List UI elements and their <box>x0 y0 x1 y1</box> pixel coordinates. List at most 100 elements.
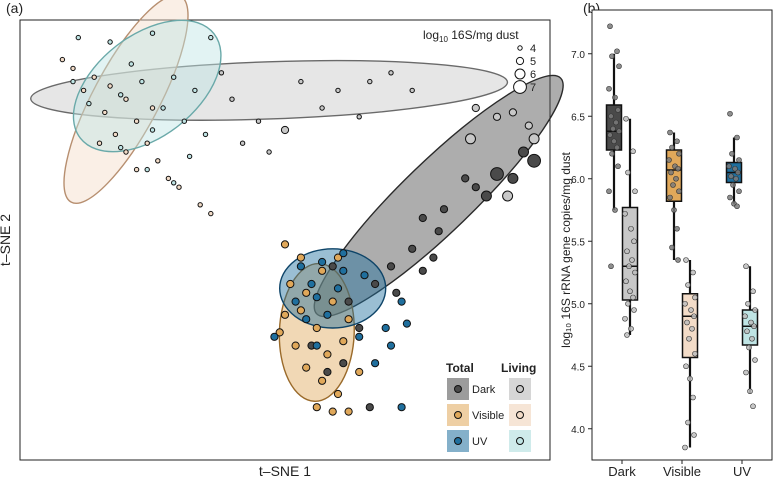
point-dark-total-2 <box>490 167 504 181</box>
box-point-dark-total-8 <box>613 119 619 126</box>
point-uv-total-13 <box>339 249 348 258</box>
box-point-dark-total-5 <box>612 94 618 101</box>
size-legend-marker-5 <box>515 56 525 66</box>
point-visible-living-2 <box>91 74 97 80</box>
box-point-dark-total-14 <box>609 150 615 157</box>
point-dark-total-22 <box>344 297 353 306</box>
point-dark-living-15 <box>367 78 373 85</box>
y-tick-label-0: 4.0 <box>571 425 585 436</box>
box-point-dark-living-9 <box>626 263 632 270</box>
box-point-uv-living-2 <box>745 300 751 307</box>
point-dark-living-12 <box>266 149 272 155</box>
box-point-visible-total-4 <box>666 157 672 163</box>
point-visible-total-14 <box>318 376 327 385</box>
point-uv-total-2 <box>339 266 348 275</box>
box-point-dark-total-4 <box>606 85 612 92</box>
x-axis-label: t–SNE 1 <box>259 463 311 479</box>
point-dark-total-16 <box>355 323 364 333</box>
point-dark-living-11 <box>239 140 246 146</box>
box-point-visible-living-14 <box>685 419 691 426</box>
box-point-visible-total-15 <box>675 257 681 263</box>
box-point-visible-total-14 <box>669 244 675 251</box>
box-point-dark-living-5 <box>628 225 634 232</box>
point-uv-total-15 <box>397 297 406 306</box>
box-point-visible-living-9 <box>686 335 692 342</box>
point-dark-total-19 <box>323 367 332 377</box>
point-visible-total-11 <box>339 337 348 346</box>
box-point-uv-total-4 <box>726 163 732 170</box>
box-point-dark-living-16 <box>622 315 628 322</box>
box-point-visible-total-1 <box>674 138 680 145</box>
point-dark-total-4 <box>471 183 480 192</box>
size-legend-label-7: 7 <box>530 82 536 94</box>
point-uv-total-1 <box>318 257 327 267</box>
box-point-dark-total-12 <box>611 138 617 145</box>
point-dark-living-2 <box>508 108 518 117</box>
point-uv-living-10 <box>160 105 166 111</box>
point-dark-total-17 <box>339 359 348 368</box>
legend-dot-visible-living <box>516 411 524 419</box>
point-visible-total-5 <box>302 288 311 297</box>
point-dark-living-17 <box>409 87 415 94</box>
box-point-uv-total-13 <box>734 203 740 210</box>
size-legend-label-6: 6 <box>530 69 536 81</box>
point-uv-total-0 <box>296 262 305 271</box>
box-point-uv-living-5 <box>748 319 754 326</box>
box-point-visible-living-8 <box>689 325 695 332</box>
ellipse-dark-total <box>313 74 564 318</box>
box-point-dark-living-0 <box>623 115 629 122</box>
point-visible-total-1 <box>296 253 305 262</box>
y-tick-label-5: 6.5 <box>571 112 585 123</box>
point-dark-total-18 <box>365 403 374 412</box>
box-point-uv-total-5 <box>732 165 738 172</box>
point-visible-living-7 <box>133 118 140 124</box>
point-uv-living-15 <box>171 180 177 186</box>
box-point-visible-living-2 <box>685 282 691 288</box>
box-point-uv-living-3 <box>752 307 758 313</box>
point-visible-total-16 <box>312 403 321 412</box>
point-dark-total-8 <box>418 213 427 223</box>
x-axis-categories: Dark Visible UV <box>608 460 751 479</box>
box-point-visible-living-16 <box>682 444 688 451</box>
point-uv-living-1 <box>107 39 113 45</box>
ellipse-uv-total <box>279 248 387 329</box>
box-point-dark-total-9 <box>610 125 616 132</box>
point-dark-living-16 <box>388 70 394 76</box>
box-point-visible-total-0 <box>667 129 673 136</box>
point-visible-total-7 <box>344 315 353 324</box>
box-point-uv-total-11 <box>727 194 733 201</box>
legend-dot-dark-total <box>454 385 462 393</box>
box-point-visible-total-7 <box>668 169 674 176</box>
box-point-dark-total-18 <box>608 263 614 270</box>
point-dark-total-11 <box>429 253 438 262</box>
point-visible-living-8 <box>112 131 119 138</box>
box-point-visible-living-12 <box>687 375 693 382</box>
x-tick-label-dark: Dark <box>608 464 636 479</box>
point-visible-total-15 <box>333 389 343 399</box>
point-visible-total-18 <box>344 407 353 416</box>
point-uv-living-2 <box>149 30 156 36</box>
point-visible-total-19 <box>291 341 300 350</box>
point-uv-total-8 <box>302 315 311 324</box>
point-visible-living-13 <box>165 175 172 182</box>
box-point-dark-total-6 <box>615 107 621 113</box>
point-uv-living-7 <box>139 78 145 85</box>
point-uv-total-7 <box>323 310 332 319</box>
y-tick-label-6: 7.0 <box>571 50 585 61</box>
point-visible-total-17 <box>328 407 337 416</box>
point-uv-living-8 <box>171 74 177 80</box>
legend-label-uv: UV <box>472 436 488 448</box>
point-uv-living-9 <box>192 87 198 94</box>
box-point-uv-living-13 <box>750 403 756 410</box>
legend-label-visible: Visible <box>472 410 504 422</box>
box-point-dark-living-13 <box>630 294 636 301</box>
y-axis-ticks: 4.0 4.5 5.0 5.5 6.0 6.5 7.0 <box>571 50 592 436</box>
point-dark-living-19 <box>319 105 325 111</box>
box-point-dark-total-3 <box>616 63 622 70</box>
point-visible-total-10 <box>312 323 321 333</box>
point-uv-total-16 <box>381 323 390 333</box>
point-uv-total-14 <box>360 271 369 280</box>
legend-label-dark: Dark <box>472 384 496 396</box>
box-point-dark-total-13 <box>614 144 620 151</box>
point-visible-living-3 <box>107 83 113 89</box>
